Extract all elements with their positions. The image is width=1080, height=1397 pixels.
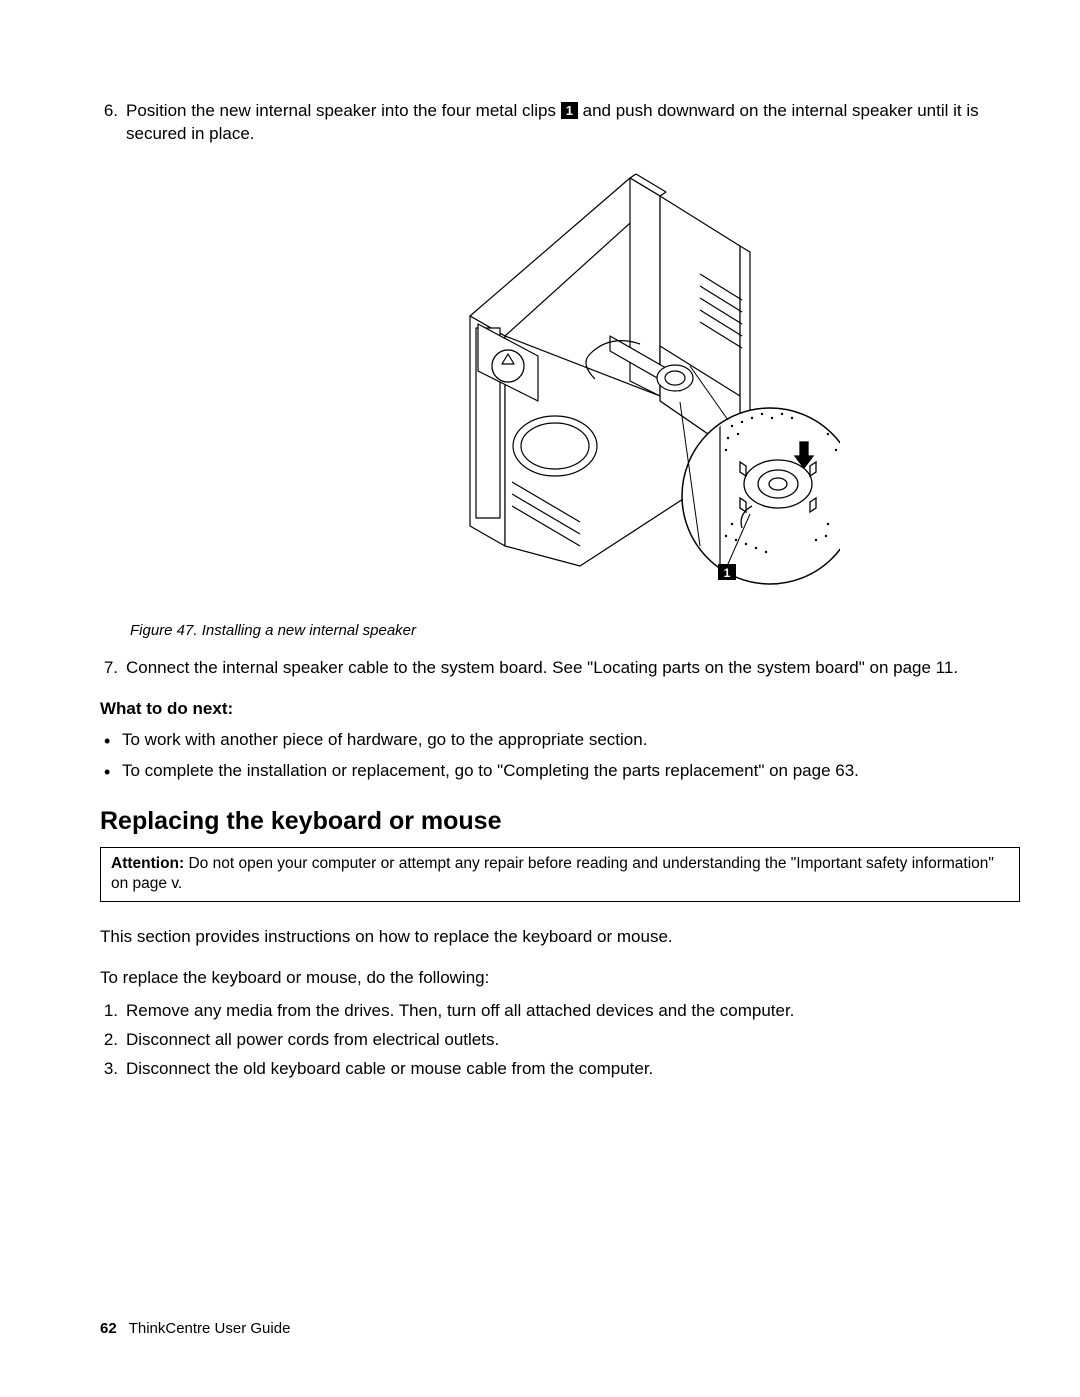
footer-title: ThinkCentre User Guide — [129, 1320, 291, 1337]
step-body: Position the new internal speaker into t… — [126, 100, 1020, 146]
attention-label: Attention: — [111, 855, 184, 872]
step-number: 6. — [100, 100, 126, 146]
attention-text: Do not open your computer or attempt any… — [111, 855, 994, 893]
callout-1: 1 — [561, 102, 578, 119]
figure-47: 1 — [100, 166, 1020, 603]
replace-step-2: 2. Disconnect all power cords from elect… — [100, 1029, 1020, 1052]
step-7: 7. Connect the internal speaker cable to… — [100, 657, 1020, 680]
figure-caption: Figure 47. Installing a new internal spe… — [130, 621, 1020, 641]
step-body: Connect the internal speaker cable to th… — [126, 657, 1020, 680]
step-body: Disconnect the old keyboard cable or mou… — [126, 1058, 1020, 1081]
step-number: 3. — [100, 1058, 126, 1081]
page-footer: 62 ThinkCentre User Guide — [100, 1319, 290, 1339]
list-item: To complete the installation or replacem… — [100, 760, 1020, 783]
step-number: 2. — [100, 1029, 126, 1052]
replace-step-3: 3. Disconnect the old keyboard cable or … — [100, 1058, 1020, 1081]
replace-step-1: 1. Remove any media from the drives. The… — [100, 1000, 1020, 1023]
section-lead: To replace the keyboard or mouse, do the… — [100, 967, 1020, 990]
figure-callout-1: 1 — [724, 566, 731, 580]
step-number: 7. — [100, 657, 126, 680]
step-body: Disconnect all power cords from electric… — [126, 1029, 1020, 1052]
speaker-diagram: 1 — [280, 166, 840, 596]
page-number: 62 — [100, 1320, 117, 1337]
step6-text-a: Position the new internal speaker into t… — [126, 101, 561, 120]
section-intro: This section provides instructions on ho… — [100, 926, 1020, 949]
step-number: 1. — [100, 1000, 126, 1023]
step-6: 6. Position the new internal speaker int… — [100, 100, 1020, 146]
what-next-heading: What to do next: — [100, 698, 1020, 721]
list-item: To work with another piece of hardware, … — [100, 729, 1020, 752]
step-body: Remove any media from the drives. Then, … — [126, 1000, 1020, 1023]
section-heading: Replacing the keyboard or mouse — [100, 805, 1020, 839]
page-content: 6. Position the new internal speaker int… — [100, 100, 1020, 1337]
what-next-list: To work with another piece of hardware, … — [100, 729, 1020, 783]
attention-box: Attention: Do not open your computer or … — [100, 847, 1020, 903]
